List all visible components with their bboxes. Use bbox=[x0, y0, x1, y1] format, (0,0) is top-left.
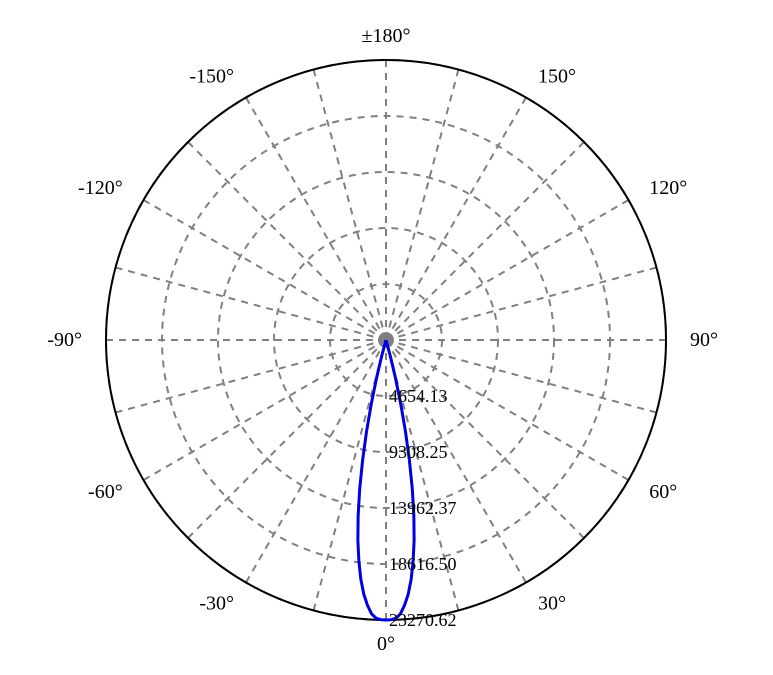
angle-tick-label: 30° bbox=[538, 592, 566, 614]
radial-tick-label: 13962.37 bbox=[389, 498, 457, 518]
radial-tick-label: 9308.25 bbox=[389, 442, 448, 462]
angle-tick-label: 0° bbox=[377, 633, 395, 655]
angle-tick-label: ±180° bbox=[362, 25, 411, 47]
angle-tick-label: -90° bbox=[47, 329, 82, 351]
angle-tick-label: -150° bbox=[189, 66, 234, 88]
angle-tick-label: 150° bbox=[538, 66, 576, 88]
polar-chart: 4654.13 9308.25 13962.37 18616.50 23270.62 0… bbox=[0, 0, 773, 675]
angle-tick-label: -120° bbox=[78, 177, 123, 199]
angle-tick-label: 60° bbox=[649, 481, 677, 503]
angle-tick-label: -30° bbox=[199, 592, 234, 614]
angle-tick-label: -60° bbox=[88, 481, 123, 503]
angle-tick-label: 90° bbox=[690, 329, 718, 351]
radial-tick-label: 4654.13 bbox=[389, 386, 448, 406]
angle-tick-label: 120° bbox=[649, 177, 687, 199]
radial-tick-label: 18616.50 bbox=[389, 554, 457, 574]
radial-tick-labels: 4654.13 9308.25 13962.37 18616.50 23270.62 bbox=[389, 386, 457, 630]
radial-tick-label: 23270.62 bbox=[389, 610, 457, 630]
